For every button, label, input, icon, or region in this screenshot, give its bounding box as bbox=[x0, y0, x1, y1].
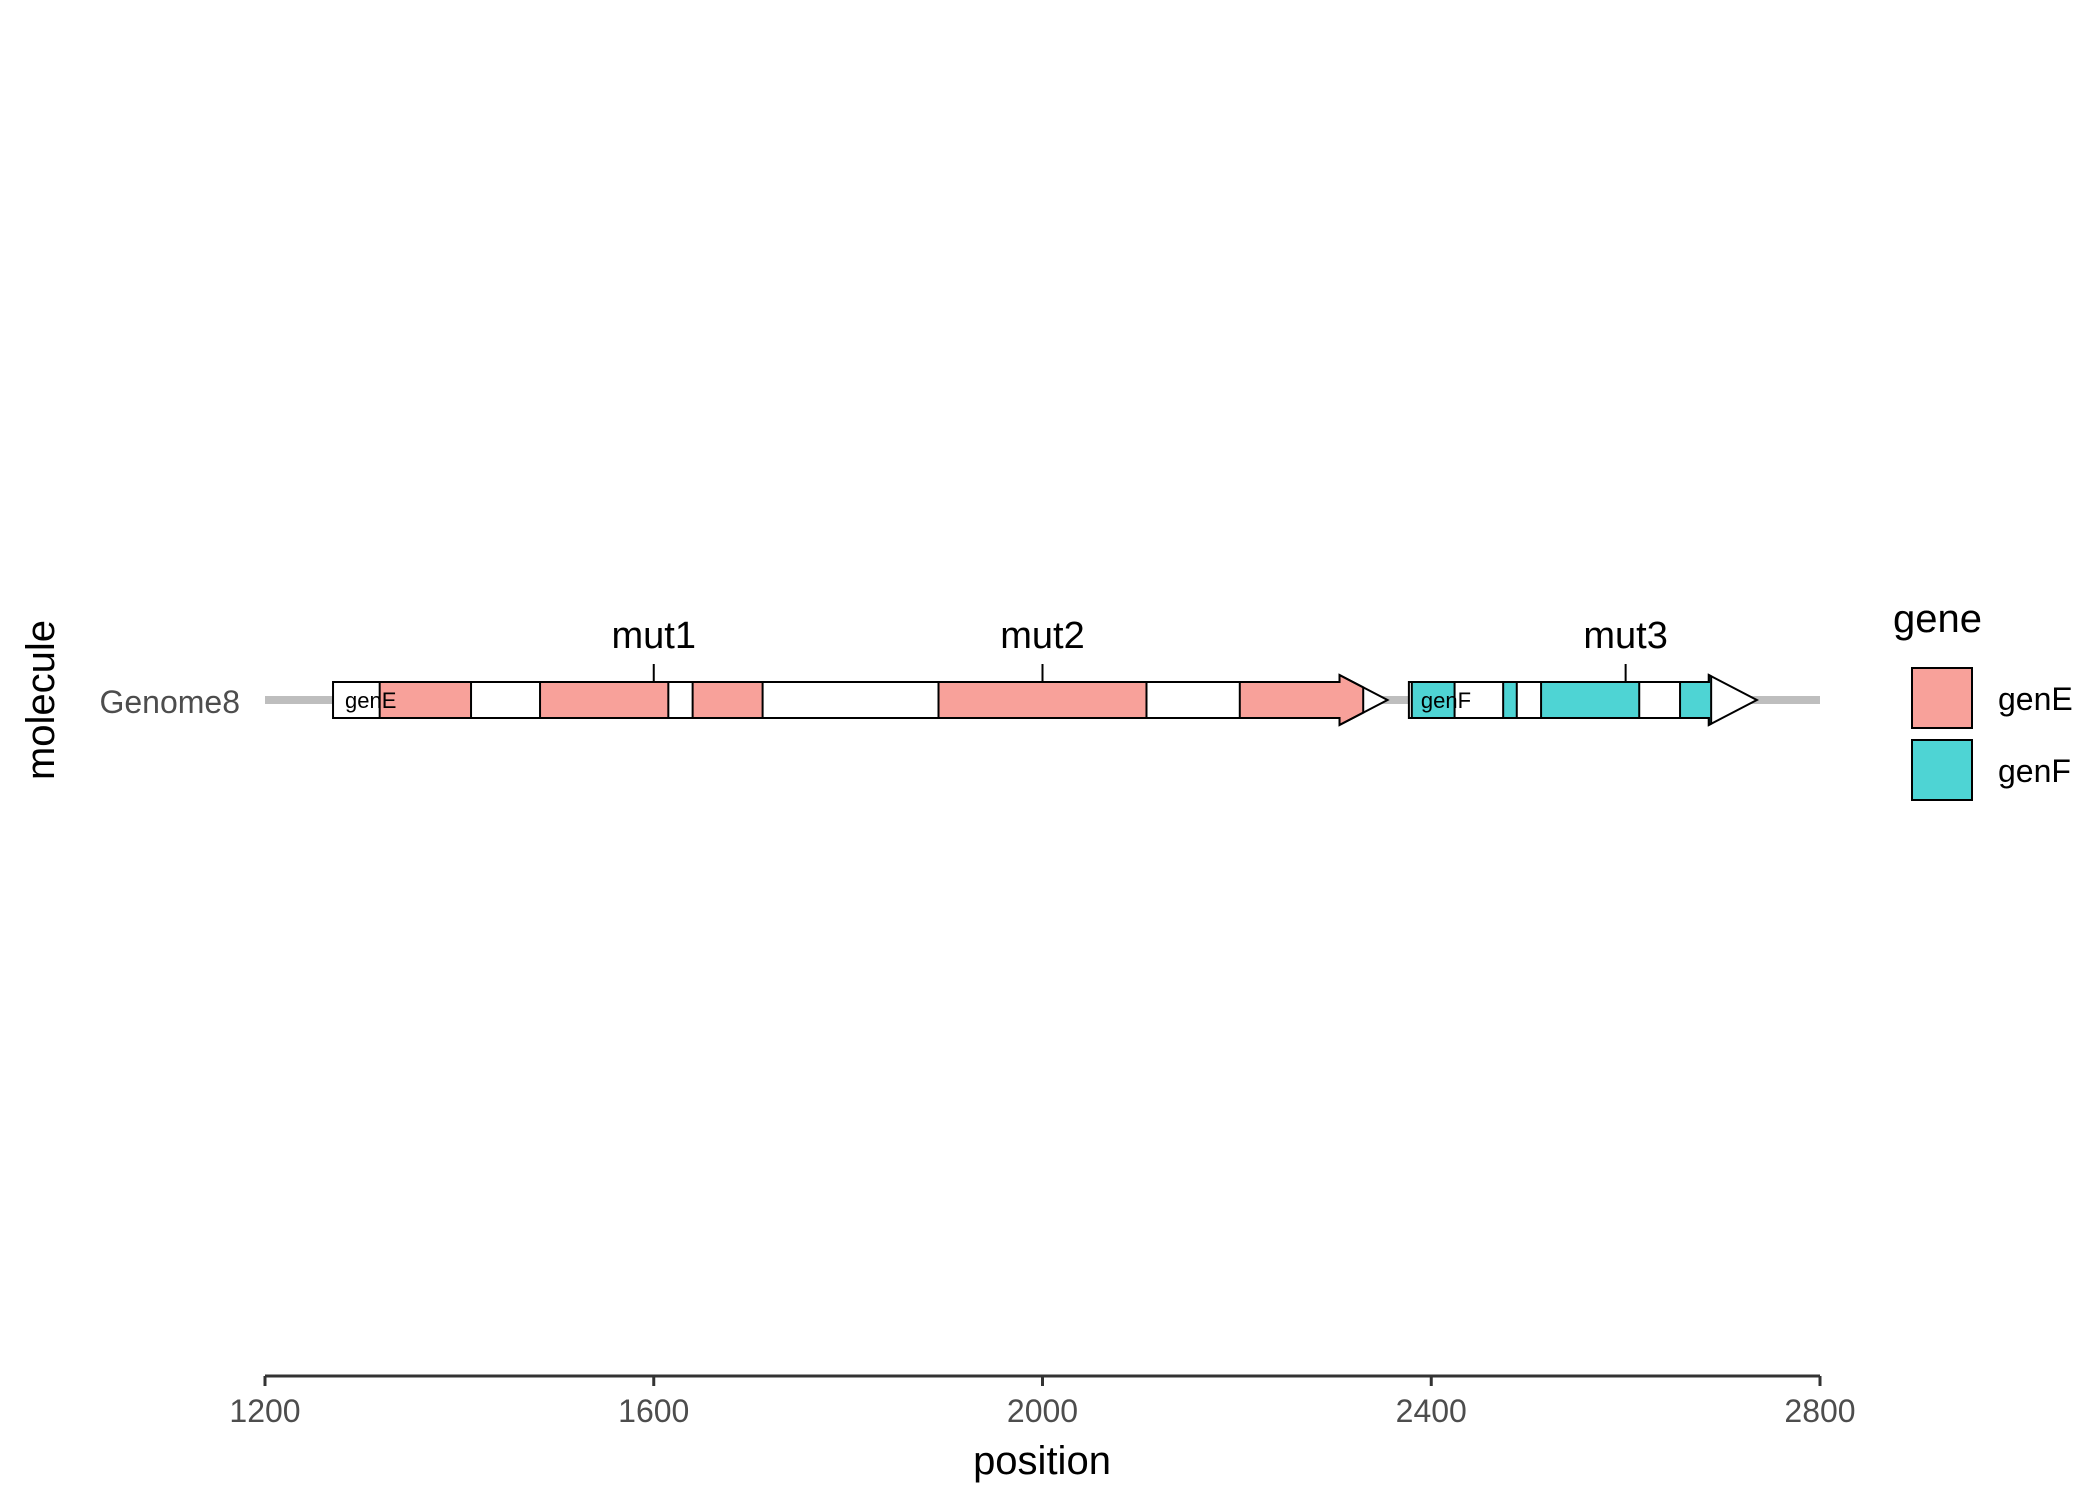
legend-title: gene bbox=[1893, 597, 1982, 641]
legend-label: genF bbox=[1998, 753, 2071, 789]
gene-outline-genE bbox=[332, 673, 1390, 727]
x-tick-label: 2000 bbox=[1007, 1393, 1078, 1429]
x-tick-label: 2400 bbox=[1396, 1393, 1467, 1429]
mutation-label: mut2 bbox=[1000, 615, 1084, 657]
plot-area: Genome8 genE genF mut1 mut2 mut3 bbox=[99, 615, 1820, 727]
mutation-label: mut1 bbox=[612, 615, 696, 657]
x-axis: 1200 1600 2000 2400 2800 bbox=[229, 1374, 1856, 1429]
x-tick-label: 2800 bbox=[1784, 1393, 1855, 1429]
gene-outline-genF bbox=[1407, 673, 1759, 727]
subgene-segment-genF bbox=[1502, 681, 1518, 719]
x-tick-label: 1600 bbox=[618, 1393, 689, 1429]
subgene-segment-genF bbox=[1540, 681, 1641, 719]
subgene-segment-genE bbox=[937, 681, 1148, 719]
x-tick-label: 1200 bbox=[229, 1393, 300, 1429]
legend-key-genE bbox=[1911, 667, 1973, 729]
gene-label-genF: genF bbox=[1421, 688, 1471, 713]
gene-label-genE: genE bbox=[345, 688, 396, 713]
x-axis-title: position bbox=[973, 1439, 1111, 1483]
molecule-label: Genome8 bbox=[99, 684, 240, 720]
legend: gene genE genF bbox=[1893, 597, 2073, 801]
y-axis-title: molecule bbox=[19, 620, 63, 780]
mutation-label: mut3 bbox=[1583, 615, 1667, 657]
legend-label: genE bbox=[1998, 681, 2073, 717]
legend-key-genF bbox=[1911, 739, 1973, 801]
subgene-segment-genE bbox=[691, 681, 764, 719]
subgene-segment-genE bbox=[539, 681, 670, 719]
